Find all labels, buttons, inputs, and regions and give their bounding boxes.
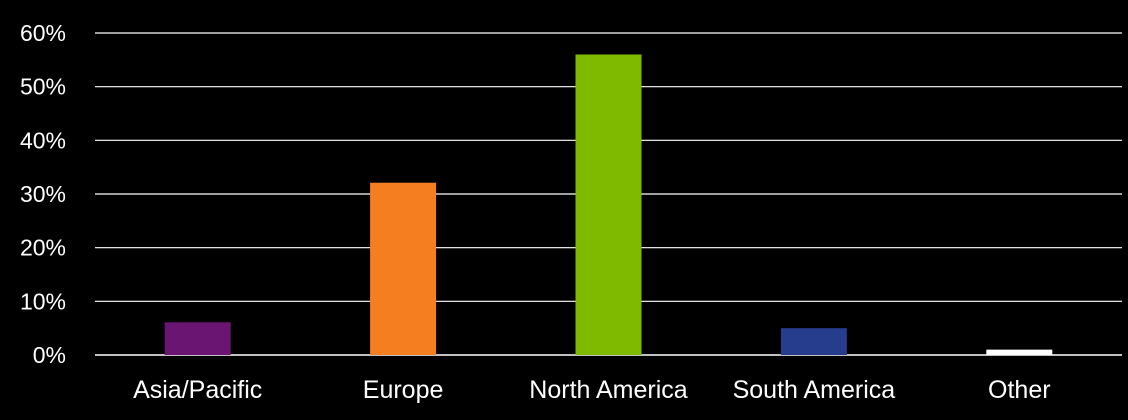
bar-south-america (780, 328, 847, 355)
x-axis-tick-labels: Asia/Pacific Europe North America South Ame… (133, 376, 1050, 404)
x-tick-label: Europe (363, 376, 444, 404)
y-tick-label: 50% (20, 74, 66, 100)
y-tick-label: 20% (20, 235, 66, 261)
x-tick-label: Other (988, 376, 1051, 404)
bar-other (986, 349, 1053, 355)
y-axis-tick-labels: 0% 10% 20% 30% 40% 50% 60% (20, 20, 66, 368)
bar-europe (370, 182, 437, 355)
x-tick-label: Asia/Pacific (133, 376, 262, 404)
bar-north-america (575, 54, 642, 355)
y-tick-label: 30% (20, 181, 66, 207)
bar-asia-pacific (164, 322, 231, 355)
x-tick-label: North America (529, 376, 687, 404)
x-tick-label: South America (733, 376, 896, 404)
y-tick-label: 60% (20, 20, 66, 46)
bars (164, 54, 1053, 355)
y-tick-label: 40% (20, 127, 66, 153)
y-tick-label: 0% (33, 342, 66, 368)
y-tick-label: 10% (20, 288, 66, 314)
